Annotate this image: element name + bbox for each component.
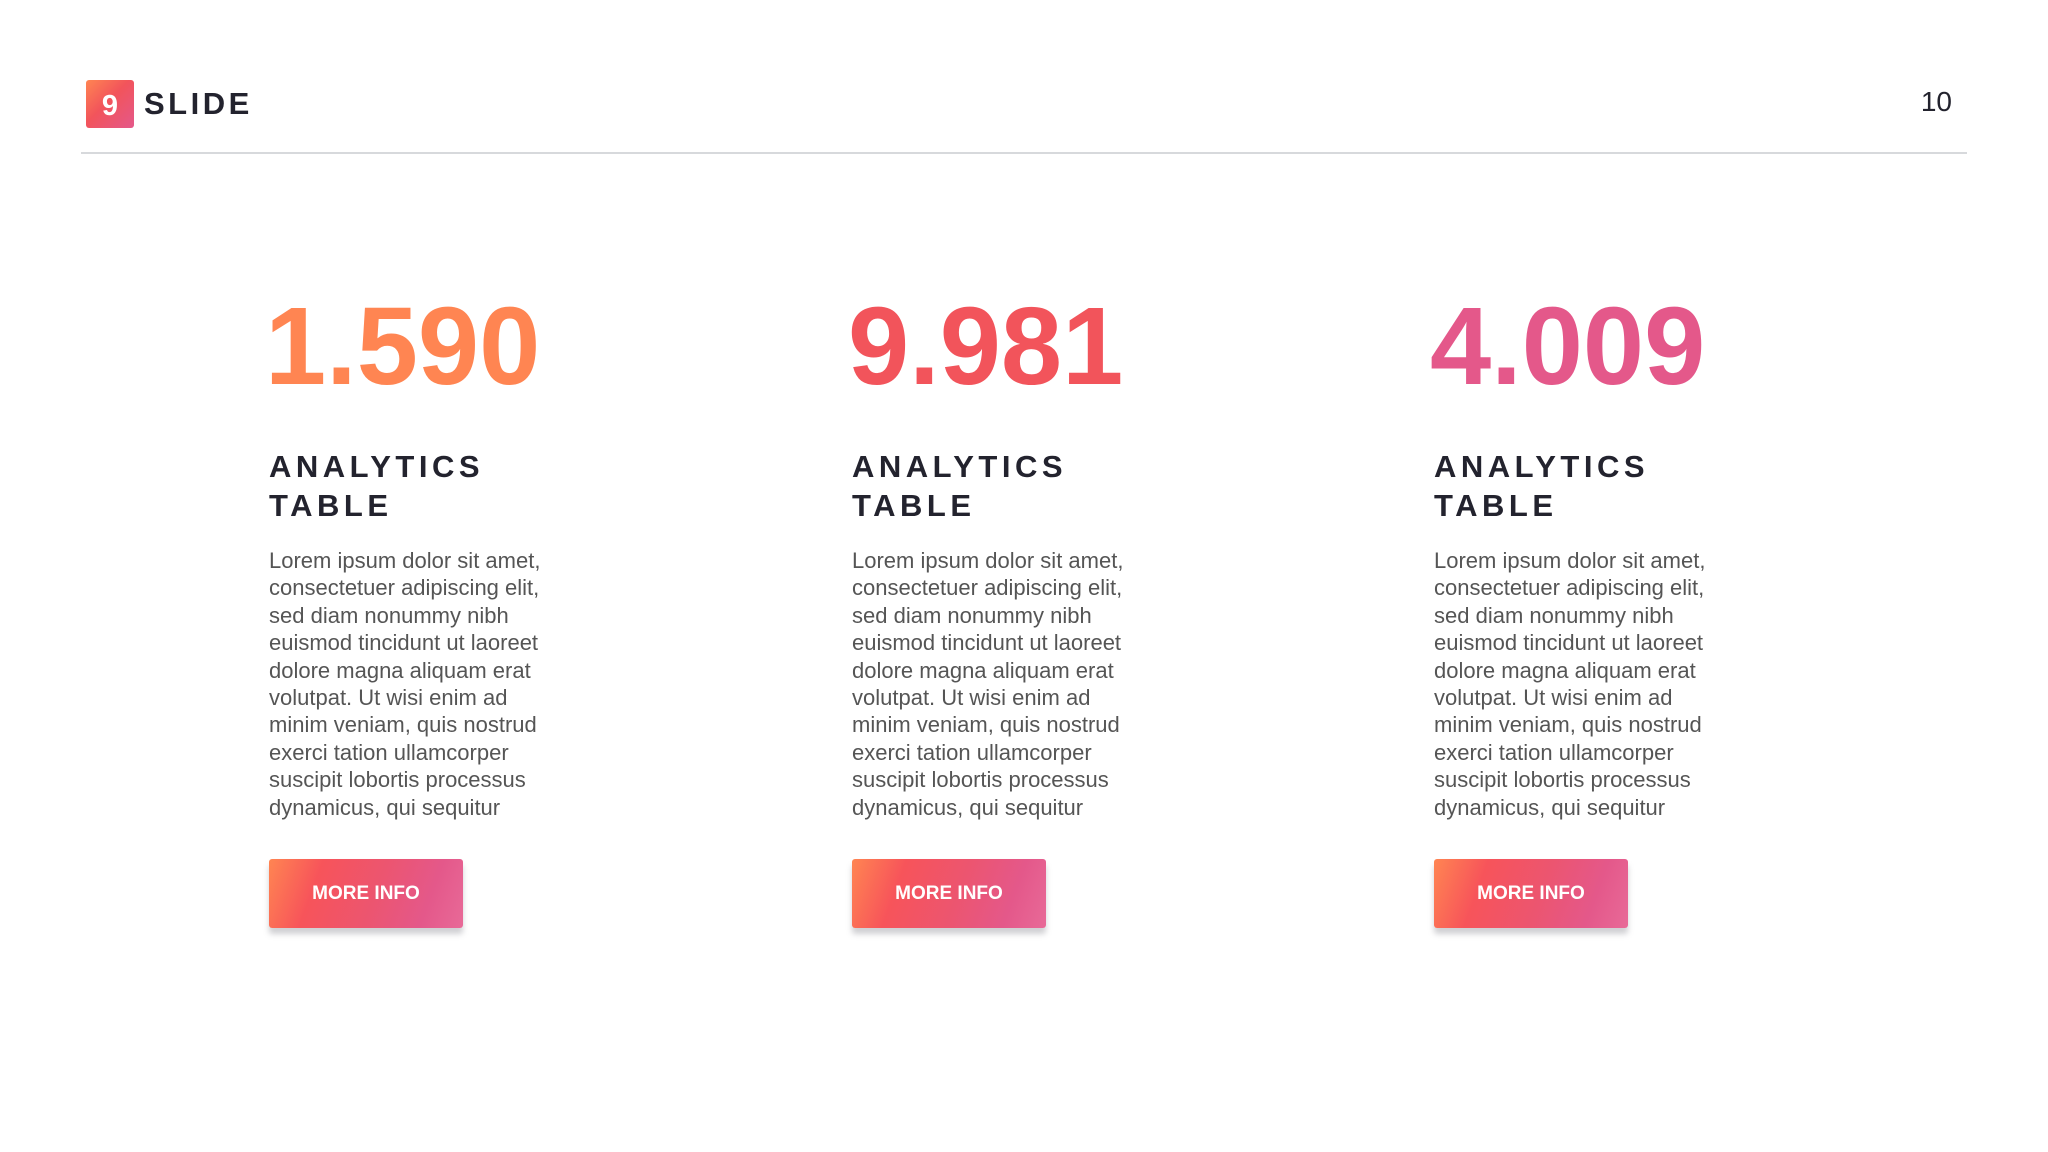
stat-heading: ANALYTICS TABLE (852, 447, 1252, 525)
heading-line: ANALYTICS (852, 449, 1068, 484)
stat-column-2: 9.981 ANALYTICS TABLE Lorem ipsum dolor s… (848, 285, 1252, 929)
heading-line: TABLE (1434, 488, 1558, 523)
logo-badge: 9 (86, 80, 134, 128)
heading-line: ANALYTICS (1434, 449, 1650, 484)
stat-value: 1.590 (265, 285, 541, 408)
heading-line: TABLE (852, 488, 976, 523)
stat-description: Lorem ipsum dolor sit amet, consectetuer… (269, 548, 541, 820)
more-info-button[interactable]: MORE INFO (269, 859, 463, 929)
more-info-button[interactable]: MORE INFO (1434, 859, 1628, 929)
heading-line: TABLE (269, 488, 393, 523)
stat-heading: ANALYTICS TABLE (269, 447, 669, 525)
brand-title: SLIDE (144, 86, 253, 121)
page-number: 10 (1920, 86, 1952, 117)
stat-description: Lorem ipsum dolor sit amet, consectetuer… (852, 548, 1124, 820)
stat-description: Lorem ipsum dolor sit amet, consectetuer… (1434, 548, 1706, 820)
stat-value: 9.981 (848, 285, 1124, 408)
stat-value: 4.009 (1430, 285, 1706, 408)
heading-line: ANALYTICS (269, 449, 485, 484)
more-info-button[interactable]: MORE INFO (852, 859, 1046, 929)
stat-heading: ANALYTICS TABLE (1434, 447, 1834, 525)
header-divider (81, 152, 1967, 154)
stat-column-3: 4.009 ANALYTICS TABLE Lorem ipsum dolor s… (1430, 285, 1834, 929)
stat-column-1: 1.590 ANALYTICS TABLE Lorem ipsum dolor s… (265, 285, 669, 929)
